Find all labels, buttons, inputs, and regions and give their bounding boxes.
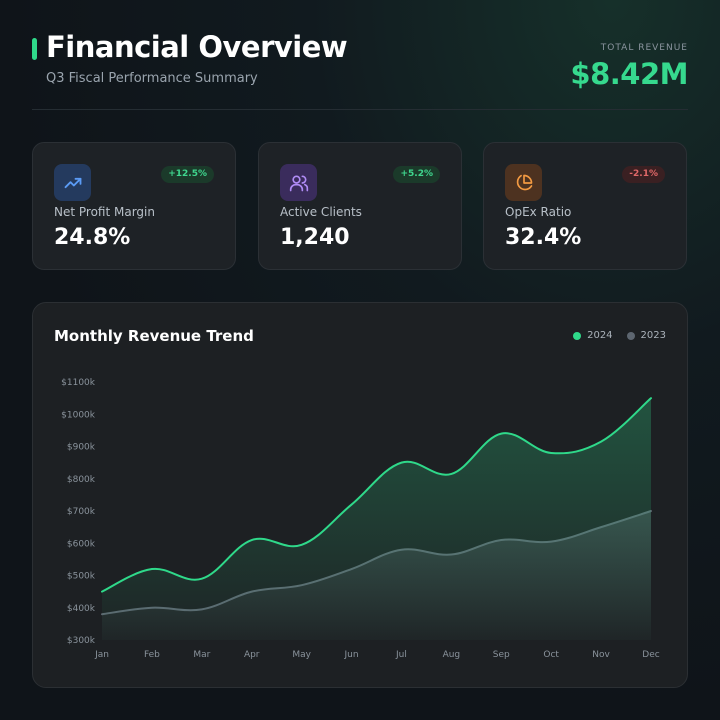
kpi-value: 24.8% <box>54 225 131 250</box>
kpi-value: 1,240 <box>280 225 350 250</box>
y-tick-label: $300k <box>67 636 96 646</box>
series-line-2024 <box>101 397 652 593</box>
y-tick-label: $1000k <box>61 410 96 420</box>
page-title: Financial Overview <box>46 30 348 64</box>
kpi-card-active-clients[interactable]: +5.2% Active Clients 1,240 <box>258 142 462 270</box>
legend-item-2023[interactable]: 2023 <box>626 330 666 341</box>
legend-label: 2023 <box>640 330 666 341</box>
y-tick-label: $500k <box>67 572 96 582</box>
x-tick-label: Jun <box>344 650 359 660</box>
y-tick-label: $700k <box>67 507 96 517</box>
y-tick-label: $400k <box>67 604 96 614</box>
kpi-label: Active Clients <box>280 205 362 219</box>
legend-swatch <box>573 331 582 340</box>
users-icon <box>280 164 317 201</box>
revenue-area-chart: $300k $400k $500k $600k $700k $800k $900k $1000… <box>61 378 660 660</box>
x-tick-label: Dec <box>642 650 659 660</box>
trending-up-icon <box>54 164 91 201</box>
y-tick-label: $800k <box>67 475 96 485</box>
x-tick-label: Apr <box>244 650 260 660</box>
x-tick-label: Oct <box>543 650 559 660</box>
legend-label: 2024 <box>587 330 613 341</box>
header-divider <box>32 109 688 110</box>
x-tick-label: Sep <box>493 650 510 660</box>
chart-title: Monthly Revenue Trend <box>54 327 254 345</box>
change-badge: +5.2% <box>393 166 440 183</box>
x-tick-label: May <box>292 650 311 660</box>
kpi-card-net-profit-margin[interactable]: +12.5% Net Profit Margin 24.8% <box>32 142 236 270</box>
total-revenue-value: $8.42M <box>570 57 688 91</box>
kpi-value: 32.4% <box>505 225 582 250</box>
x-tick-label: Jul <box>395 650 407 660</box>
x-tick-label: Feb <box>144 650 160 660</box>
x-tick-label: Jan <box>94 650 109 660</box>
change-badge: +12.5% <box>161 166 214 183</box>
header: Financial Overview Q3 Fiscal Performance… <box>32 30 688 110</box>
title-accent-bar <box>32 38 37 60</box>
y-tick-label: $600k <box>67 539 96 549</box>
chart-legend: 2024 2023 <box>573 330 666 341</box>
series-area-2024 <box>102 398 651 640</box>
legend-item-2024[interactable]: 2024 <box>573 330 613 341</box>
y-tick-label: $900k <box>67 443 96 453</box>
legend-swatch <box>626 331 635 340</box>
pie-chart-icon <box>505 164 542 201</box>
kpi-label: OpEx Ratio <box>505 205 572 219</box>
x-tick-label: Nov <box>592 650 610 660</box>
revenue-chart-card: Monthly Revenue Trend 2024 2023 $300k $40… <box>32 302 688 688</box>
page-subtitle: Q3 Fiscal Performance Summary <box>46 71 258 86</box>
kpi-label: Net Profit Margin <box>54 205 155 219</box>
change-badge: -2.1% <box>622 166 665 183</box>
total-revenue-label: TOTAL REVENUE <box>600 43 688 53</box>
x-tick-label: Mar <box>193 650 210 660</box>
y-tick-label: $1100k <box>61 378 96 388</box>
x-tick-label: Aug <box>443 650 461 660</box>
kpi-card-opex-ratio[interactable]: -2.1% OpEx Ratio 32.4% <box>483 142 687 270</box>
